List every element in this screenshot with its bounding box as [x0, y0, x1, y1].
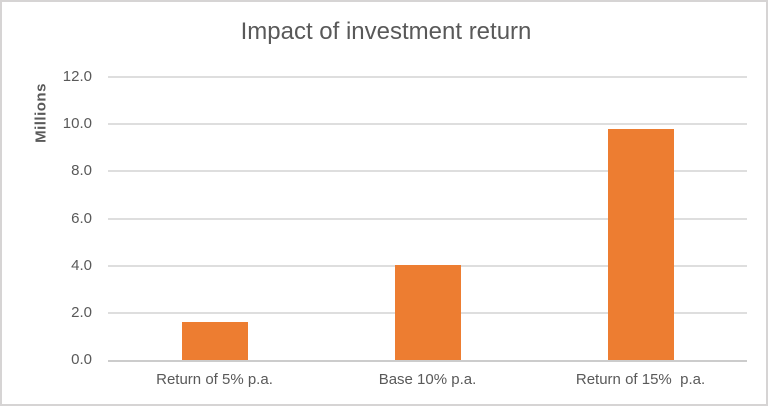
y-tick-label: 4.0: [71, 256, 92, 274]
y-axis-title: Millions: [32, 83, 50, 143]
x-category-label: Return of 15% p.a.: [575, 371, 706, 388]
y-tick-label: 2.0: [71, 303, 92, 321]
bar-1: [181, 322, 248, 360]
gridline: [108, 170, 747, 173]
y-tick-label: 0.0: [71, 351, 92, 368]
y-tick-label: 10.0: [62, 115, 92, 133]
gridline: [108, 123, 747, 126]
gridline: [108, 217, 747, 220]
y-tick-label: 8.0: [71, 162, 92, 180]
x-category-label: Return of 5% p.a.: [156, 371, 273, 388]
gridline: [108, 76, 747, 78]
bar-3: [607, 128, 674, 360]
x-category-label: Base 10% p.a.: [378, 371, 477, 388]
bar-2: [394, 264, 461, 360]
y-tick-label: 6.0: [71, 209, 92, 227]
plot-area: [108, 76, 747, 362]
y-tick-label: 12.0: [62, 68, 92, 85]
chart-title: Impact of investment return: [240, 18, 532, 45]
